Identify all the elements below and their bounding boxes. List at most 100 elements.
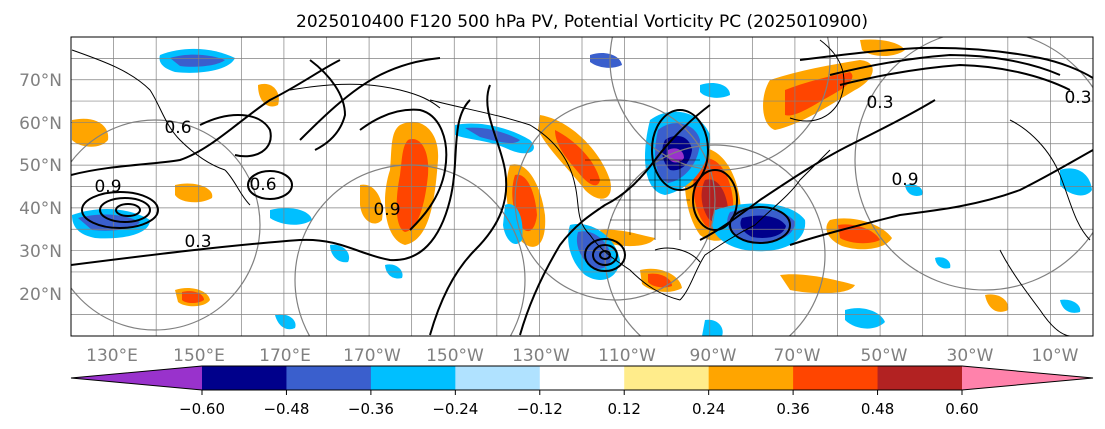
colorbar-segment <box>708 366 794 390</box>
pv-negative-patch <box>1060 299 1081 313</box>
pv-positive-patch <box>72 118 109 147</box>
colorbar-segment <box>286 366 372 390</box>
pv-contour <box>199 114 272 158</box>
coastline-africa <box>999 249 1071 336</box>
latitude-label: 70°N <box>19 71 62 91</box>
longitude-label: 10°W <box>1032 346 1079 366</box>
longitude-labels: 130°E 150°E 170°E 170°W 150°W 130°W 110°W 90°W 7… <box>86 346 1079 366</box>
longitude-label: 110°W <box>598 346 656 366</box>
pv-contours <box>71 46 1093 336</box>
pv-negative-core <box>78 214 140 231</box>
pv-negative-patch <box>590 53 622 68</box>
colorbar-tick-label: −0.24 <box>432 400 478 418</box>
coastline-greenland <box>789 39 845 122</box>
pv-negative-patch <box>1060 168 1092 196</box>
longitude-label: 150°W <box>426 346 484 366</box>
pv-positive-patch <box>985 294 1009 312</box>
pv-negative-core <box>465 127 520 144</box>
colorbar-tick-label: 0.48 <box>861 400 894 418</box>
pv-contour <box>839 63 1071 91</box>
coastline-japan <box>224 169 251 206</box>
colorbar-tick-label: 0.24 <box>692 400 725 418</box>
pv-positive-core <box>785 72 853 116</box>
colorbar-segment <box>455 366 541 390</box>
contour-labels: 0.6 0.9 0.3 0.6 0.9 0.3 0.9 0.3 <box>94 88 1091 252</box>
contour-label: 0.6 <box>249 175 276 195</box>
colorbar-tick-label: 0.12 <box>608 400 641 418</box>
map-panel: 0.6 0.9 0.3 0.6 0.9 0.3 0.9 0.3 70°N 60°N 50°N 40°… <box>19 36 1094 366</box>
reference-circle <box>604 144 826 336</box>
pv-contour <box>71 99 471 266</box>
coastline-gulf <box>654 247 701 263</box>
coastline-alaska <box>289 83 441 109</box>
colorbar-segment <box>624 366 710 390</box>
contour-label: 0.3 <box>184 232 211 252</box>
pv-closed-contour <box>81 191 159 229</box>
colorbar-tick-label: −0.60 <box>179 400 225 418</box>
pv-negative-patch <box>905 184 923 196</box>
reference-circle <box>71 119 261 331</box>
longitude-label: 50°W <box>861 346 908 366</box>
colorbar-extend-low <box>71 366 202 390</box>
longitude-label: 130°W <box>512 346 570 366</box>
pv-negative-core <box>170 54 225 67</box>
pv-contour <box>429 84 508 336</box>
pv-contour <box>519 104 711 336</box>
pv-contour <box>309 59 347 151</box>
pv-negative-patch <box>330 244 350 263</box>
coastlines <box>71 39 1091 336</box>
pv-closed-contour <box>247 170 293 200</box>
longitude-label: 90°W <box>690 346 737 366</box>
pv-negative-patch <box>700 83 730 98</box>
longitude-label: 170°W <box>343 346 401 366</box>
latitude-labels: 70°N 60°N 50°N 40°N 30°N 20°N <box>19 71 62 305</box>
pv-closed-contour <box>99 197 151 223</box>
pv-closed-contour <box>115 203 141 217</box>
pv-contour <box>699 99 936 241</box>
colorbar-tick-label: −0.36 <box>348 400 394 418</box>
pv-negative-patch <box>845 308 885 329</box>
pv-positive-core <box>648 273 672 288</box>
latitude-label: 50°N <box>19 156 62 176</box>
colorbar-segment <box>539 366 625 390</box>
contour-label: 0.9 <box>94 177 121 197</box>
longitude-label: 30°W <box>947 346 994 366</box>
chart-title: 2025010400 F120 500 hPa PV, Potential Vo… <box>296 12 868 32</box>
colorbar-segment <box>202 366 287 390</box>
pv-closed-contour <box>592 244 618 266</box>
colorbar-extend-high <box>962 366 1093 390</box>
pv-contour <box>829 53 1061 76</box>
colorbar-tick-label: −0.12 <box>517 400 563 418</box>
pv-closed-contour <box>651 109 709 191</box>
pv-positive-patch <box>360 184 383 224</box>
pv-contour <box>789 149 1093 246</box>
pv-negative-patch <box>385 264 403 279</box>
colorbar-segment <box>370 366 456 390</box>
contour-label: 0.6 <box>164 118 191 138</box>
pv-negative-patch <box>702 319 723 336</box>
pv-contour <box>359 108 448 231</box>
contour-label: 0.3 <box>1064 88 1091 108</box>
pv-contour <box>299 57 441 141</box>
coastline-north-america-west <box>429 99 681 301</box>
pv-contour <box>799 46 1093 79</box>
contour-label: 0.9 <box>891 170 918 190</box>
colorbar-segment <box>877 366 963 390</box>
pv-contour <box>71 59 341 176</box>
state-borders <box>585 159 700 240</box>
pv-closed-contour <box>692 169 738 231</box>
latitude-label: 20°N <box>19 285 62 305</box>
pv-negative-patch <box>270 208 312 225</box>
longitude-label: 130°E <box>86 346 138 366</box>
latitude-label: 30°N <box>19 242 62 262</box>
latitude-label: 60°N <box>19 114 62 134</box>
pv-negative-patch <box>935 257 951 269</box>
reference-circle <box>294 164 526 336</box>
colorbar-segment <box>793 366 879 390</box>
longitude-label: 170°E <box>259 346 311 366</box>
pv-closed-contour <box>584 238 626 272</box>
pv-positive-patch <box>175 183 213 203</box>
contour-label: 0.9 <box>373 200 400 220</box>
